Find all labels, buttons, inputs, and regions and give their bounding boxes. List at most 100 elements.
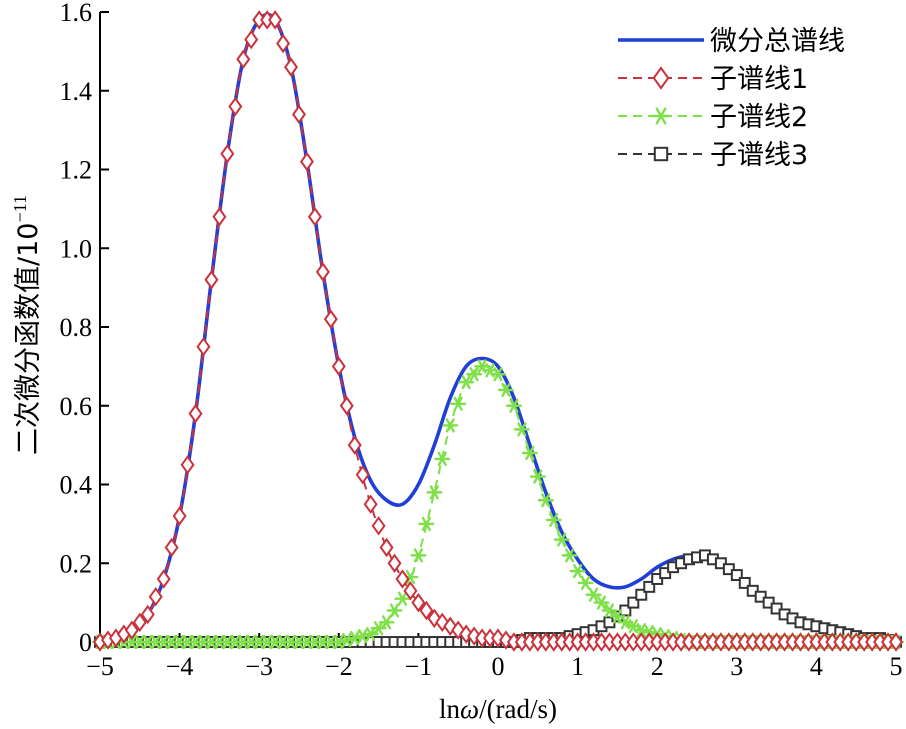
- diamond-marker: [124, 620, 139, 640]
- diamond-marker: [387, 553, 402, 573]
- legend-label: 子谱线2: [710, 102, 808, 133]
- x-tick-label: 5: [890, 652, 903, 681]
- asterisk-stroke: [517, 422, 527, 437]
- y-axis-title-text: 二次微分函数值/10: [13, 223, 44, 455]
- asterisk-marker: [505, 398, 522, 413]
- asterisk-marker: [577, 575, 594, 591]
- x-axis-title-prefix: ln: [439, 694, 461, 724]
- series-line: [100, 365, 896, 644]
- diamond-marker: [355, 464, 370, 485]
- asterisk-stroke: [533, 469, 543, 484]
- asterisk-marker: [346, 630, 363, 646]
- asterisk-stroke: [389, 603, 400, 618]
- diamond-marker: [299, 151, 314, 172]
- diamond-marker: [268, 10, 283, 30]
- asterisk-stroke: [342, 632, 352, 648]
- asterisk-stroke: [549, 512, 559, 528]
- square-marker: [738, 576, 751, 589]
- asterisk-stroke: [405, 569, 416, 585]
- diamond-marker: [172, 506, 187, 526]
- diamond-marker: [347, 435, 362, 455]
- asterisk-stroke: [541, 493, 551, 508]
- asterisk-marker: [418, 516, 435, 531]
- asterisk-stroke: [381, 615, 392, 630]
- diamond-marker: [419, 600, 434, 621]
- asterisk-marker: [593, 595, 610, 610]
- diamond-marker: [140, 604, 155, 625]
- diamond-marker: [307, 207, 322, 227]
- diamond-marker: [371, 516, 386, 536]
- x-axis-title-omega: ω: [460, 694, 479, 724]
- asterisk-stroke: [366, 627, 376, 642]
- x-tick-label: 2: [651, 652, 664, 681]
- asterisk-marker: [490, 367, 506, 382]
- diamond-marker: [132, 612, 147, 633]
- asterisk-stroke: [437, 451, 447, 466]
- diamond-marker: [411, 592, 426, 613]
- y-tick-label: 0.4: [60, 471, 93, 500]
- series-2: [93, 10, 903, 652]
- diamond-marker: [164, 537, 179, 558]
- asterisk-marker: [458, 375, 475, 390]
- asterisk-stroke: [573, 564, 583, 579]
- asterisk-stroke: [413, 548, 423, 563]
- asterisk-stroke: [358, 629, 368, 644]
- asterisk-marker: [338, 632, 355, 648]
- y-axis-title-exponent: −11: [10, 195, 30, 222]
- asterisk-stroke: [628, 619, 638, 634]
- y-tick-label: 0.6: [60, 392, 93, 421]
- x-tick-label: 3: [730, 652, 743, 681]
- square-marker: [635, 588, 648, 601]
- y-tick-label: 1.2: [60, 156, 93, 185]
- asterisk-stroke: [655, 107, 667, 125]
- legend-label: 子谱线1: [710, 64, 808, 95]
- asterisk-stroke: [350, 630, 360, 646]
- diamond-marker: [323, 309, 338, 329]
- asterisk-marker: [466, 367, 483, 382]
- diamond-marker: [363, 494, 378, 514]
- diamond-marker: [315, 262, 330, 282]
- asterisk-marker: [378, 615, 395, 630]
- asterisk-stroke: [580, 575, 591, 591]
- asterisk-stroke: [604, 603, 615, 618]
- diamond-marker: [652, 66, 670, 90]
- asterisk-stroke: [636, 623, 646, 638]
- diamond-marker: [284, 57, 299, 77]
- asterisk-stroke: [565, 548, 575, 563]
- diamond-marker: [220, 144, 235, 164]
- asterisk-stroke: [596, 595, 607, 610]
- diamond-marker: [148, 587, 163, 607]
- x-tick-label: 1: [571, 652, 584, 681]
- diamond-marker: [188, 403, 203, 424]
- asterisk-stroke: [525, 445, 535, 461]
- asterisk-marker: [633, 623, 650, 638]
- asterisk-stroke: [612, 609, 622, 624]
- legend-label: 微分总谱线: [710, 26, 845, 57]
- y-axis-title: 二次微分函数值/10−11: [10, 195, 44, 455]
- series-layer: [91, 10, 904, 652]
- x-tick-label: −1: [405, 652, 433, 681]
- asterisk-marker: [450, 396, 467, 411]
- asterisk-marker: [330, 634, 347, 650]
- asterisk-stroke: [453, 396, 463, 411]
- legend-item-4: 子谱线3: [618, 140, 808, 171]
- asterisk-stroke: [620, 615, 630, 630]
- y-tick-label: 1.6: [60, 0, 93, 27]
- x-tick-label: −4: [166, 652, 194, 681]
- asterisk-marker: [521, 445, 538, 461]
- legend-label: 子谱线3: [710, 140, 808, 171]
- diamond-marker: [292, 104, 306, 125]
- y-tick-label: 0: [79, 628, 92, 657]
- asterisk-stroke: [493, 367, 503, 382]
- y-tick-label: 0.2: [60, 549, 93, 578]
- asterisk-marker: [434, 451, 451, 466]
- asterisk-stroke: [421, 516, 431, 531]
- x-tick-label: −2: [325, 652, 353, 681]
- diamond-marker: [889, 632, 903, 652]
- square-marker: [730, 569, 743, 582]
- x-axis-title-suffix: /(rad/s): [479, 694, 557, 724]
- asterisk-marker: [537, 493, 554, 508]
- diamond-marker: [403, 581, 418, 601]
